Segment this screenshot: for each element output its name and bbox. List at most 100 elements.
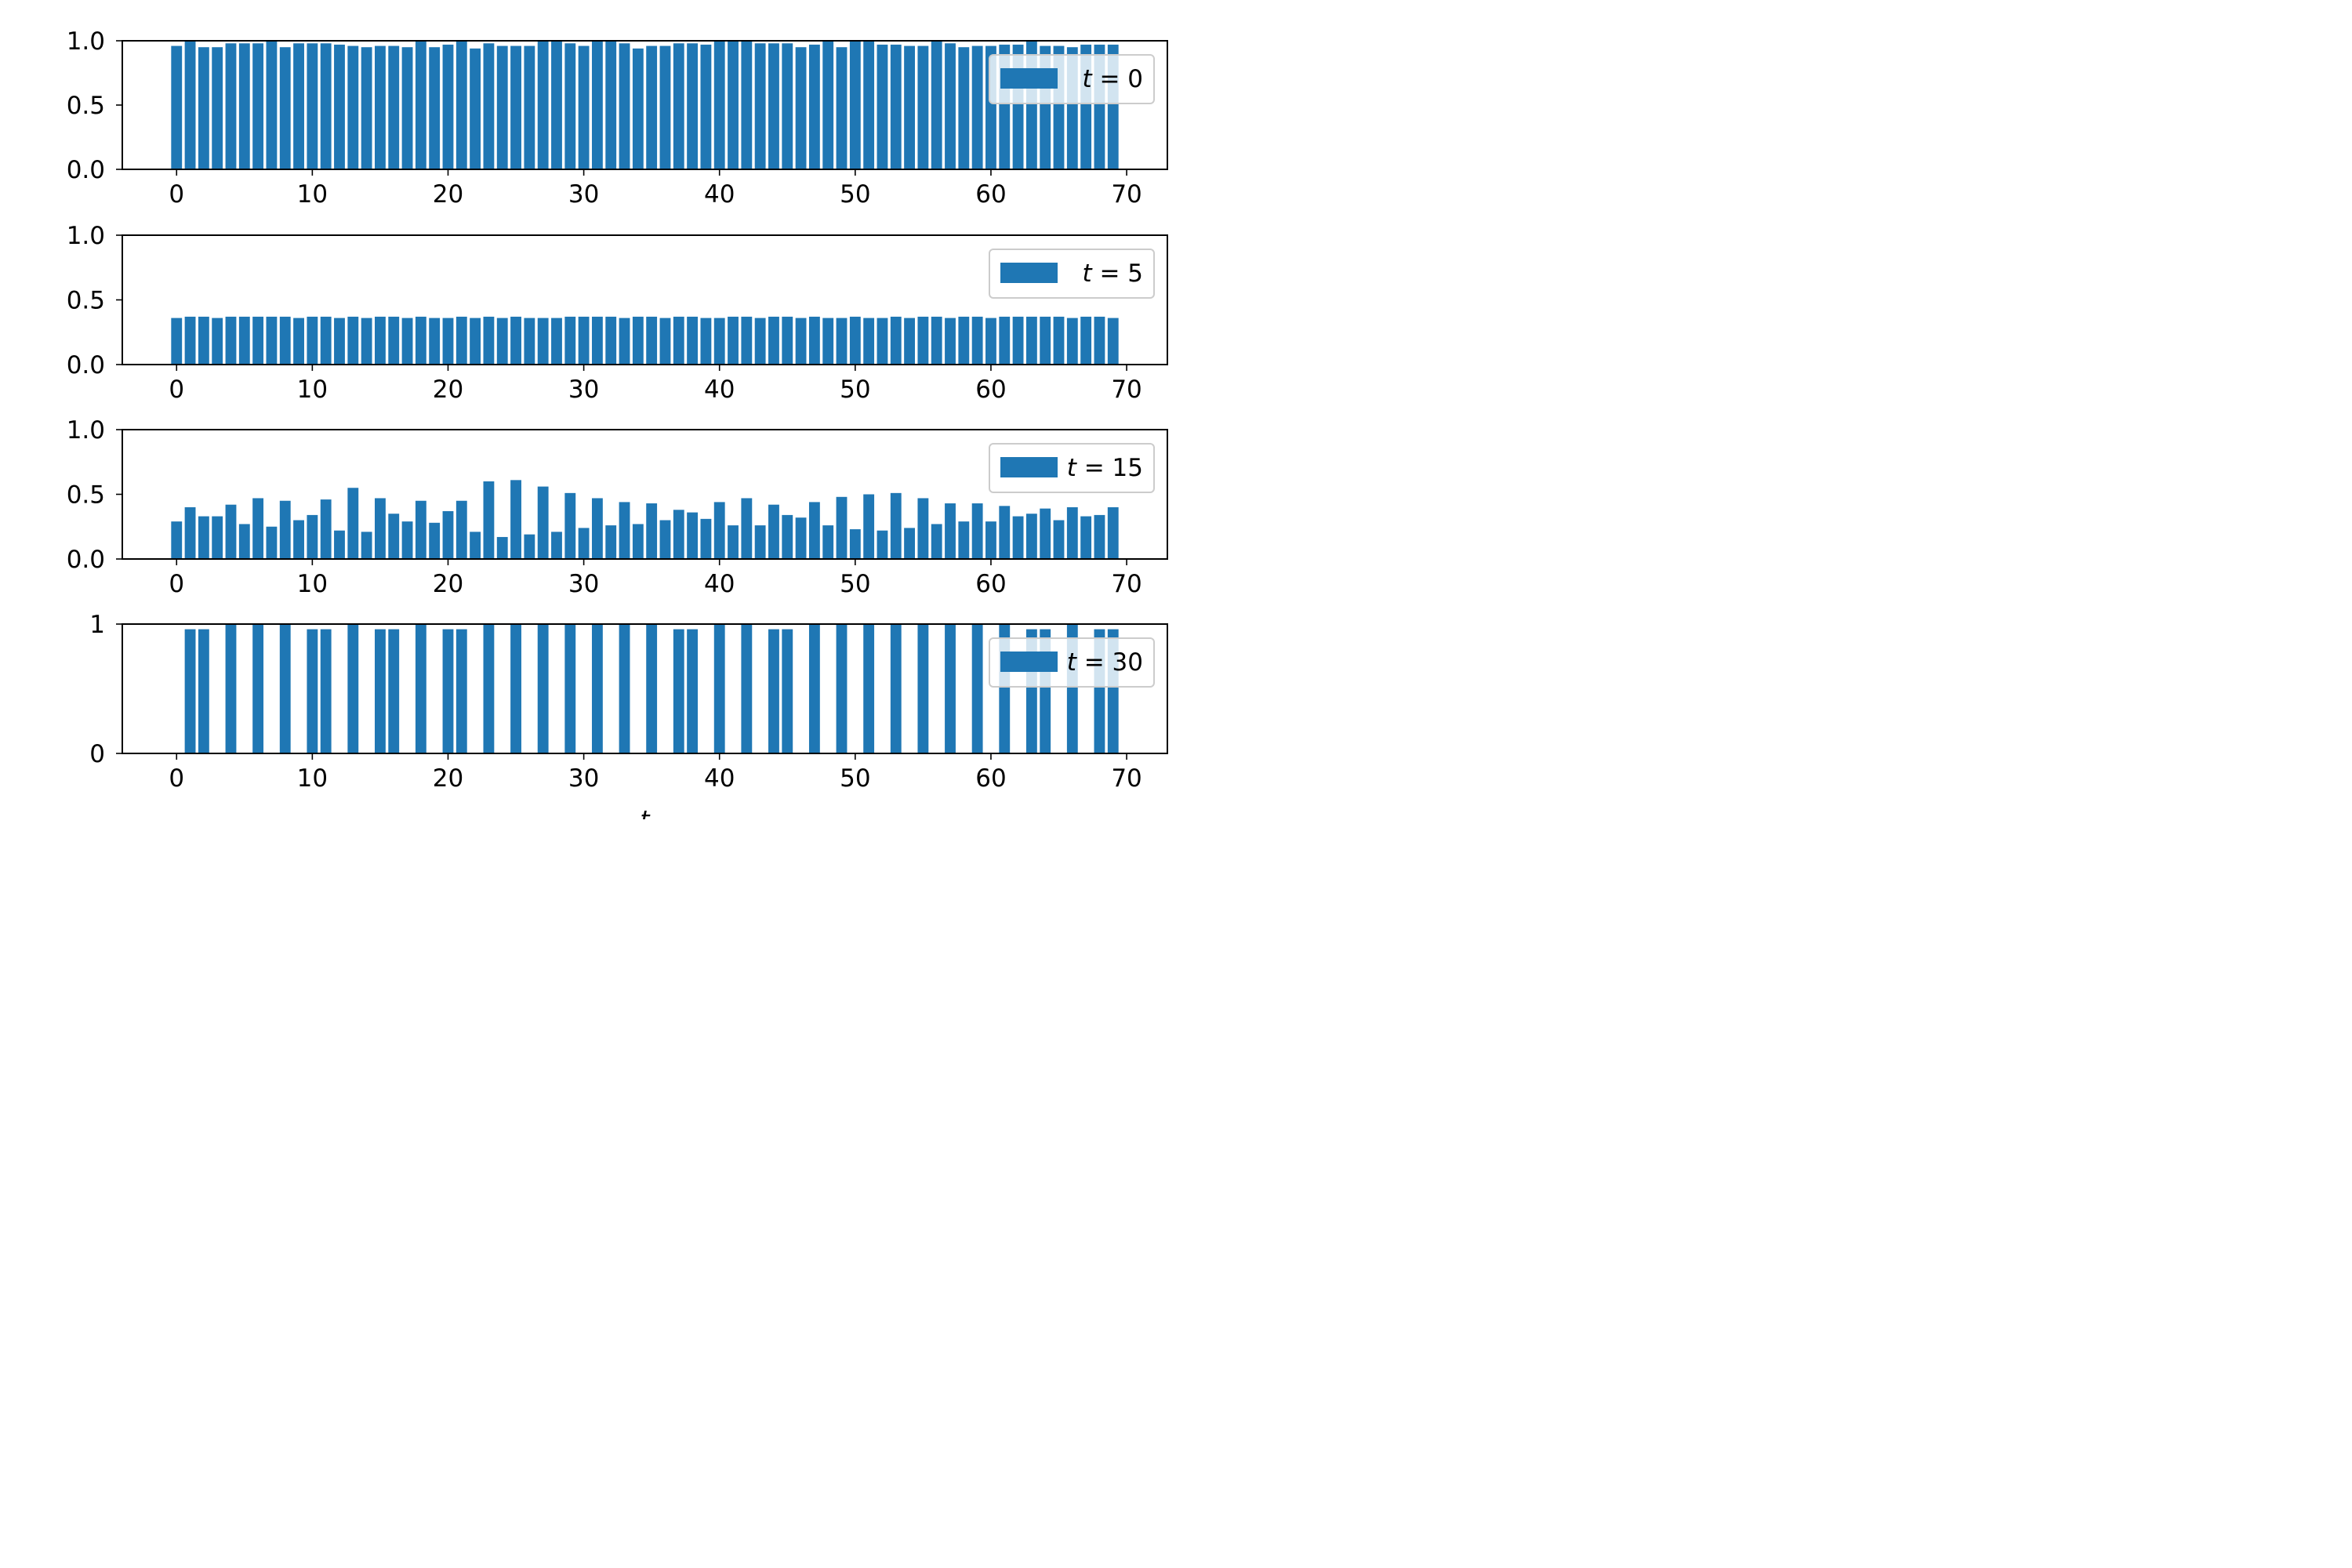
bar: [808, 44, 820, 169]
bar: [347, 45, 359, 170]
bar: [619, 318, 630, 365]
x-tick-label: 60: [975, 570, 1006, 598]
y-tick-label: 0.5: [67, 92, 105, 120]
bar: [496, 318, 508, 365]
bar: [836, 624, 848, 753]
bar: [619, 502, 630, 559]
bar: [429, 522, 441, 559]
bar: [782, 316, 793, 365]
bar: [252, 43, 264, 169]
y-tick-label: 1.0: [67, 27, 105, 56]
bar: [1080, 316, 1092, 365]
x-tick-label: 20: [433, 376, 463, 404]
bar: [361, 318, 372, 365]
legend: t = 5: [989, 249, 1155, 299]
bar: [591, 498, 603, 559]
bar: [320, 629, 332, 753]
bar: [429, 318, 441, 365]
bar: [347, 624, 359, 753]
bar: [334, 318, 345, 365]
x-tick-label: 30: [568, 180, 599, 209]
bar: [198, 516, 209, 559]
x-tick-label: 10: [297, 180, 328, 209]
bar: [347, 488, 359, 559]
x-tick-label: 0: [169, 376, 184, 404]
bar: [279, 624, 291, 753]
bar: [713, 624, 725, 753]
bar: [632, 316, 644, 365]
bar: [212, 47, 223, 170]
bar: [673, 316, 684, 365]
bar: [456, 41, 467, 169]
bar: [184, 316, 196, 365]
bar: [700, 44, 712, 169]
bar: [252, 498, 264, 559]
bar: [564, 43, 576, 169]
bar: [293, 43, 304, 169]
bar: [1107, 318, 1119, 365]
y-tick-label: 1: [89, 611, 105, 639]
bar: [836, 496, 848, 559]
bar: [659, 45, 671, 170]
bar: [198, 316, 209, 365]
bar: [184, 629, 196, 753]
legend-label: t = 5: [1082, 260, 1143, 288]
bar: [470, 532, 481, 559]
bar: [646, 316, 658, 365]
x-tick-label: 0: [169, 764, 184, 793]
bar: [917, 498, 929, 559]
legend-swatch: [1000, 68, 1058, 89]
bar: [238, 43, 250, 169]
bar: [401, 318, 413, 365]
bar: [890, 44, 902, 169]
bar: [1012, 516, 1024, 559]
bar: [877, 530, 888, 559]
y-tick-label: 1.0: [67, 416, 105, 445]
y-tick-label: 0.0: [67, 546, 105, 574]
x-tick-label: 60: [975, 180, 1006, 209]
bar: [347, 316, 359, 365]
bar: [415, 41, 426, 169]
legend-box: [989, 54, 1155, 104]
bar: [728, 41, 739, 169]
legend-label: t = 30: [1067, 648, 1143, 677]
bar: [768, 43, 779, 169]
bar: [456, 500, 467, 559]
bar: [252, 624, 264, 753]
bar: [225, 43, 237, 169]
bar: [687, 316, 699, 365]
x-tick-label: 20: [433, 180, 463, 209]
bar: [822, 318, 834, 365]
bar: [971, 316, 983, 365]
x-tick-label: 30: [568, 376, 599, 404]
bar: [524, 318, 535, 365]
bar: [442, 318, 454, 365]
bar: [307, 316, 318, 365]
bar: [442, 510, 454, 559]
bar: [863, 41, 875, 169]
bar: [890, 624, 902, 753]
y-tick-label: 0.0: [67, 351, 105, 379]
bar: [822, 525, 834, 559]
bar: [605, 525, 617, 559]
bar: [442, 629, 454, 753]
bar: [904, 45, 915, 170]
bar: [836, 47, 848, 170]
bar: [754, 318, 766, 365]
bar: [510, 316, 521, 365]
legend: t = 0: [989, 54, 1155, 104]
bar: [212, 516, 223, 559]
bar: [782, 43, 793, 169]
bar: [279, 316, 291, 365]
x-tick-label: 40: [704, 570, 735, 598]
bar: [375, 629, 386, 753]
bar: [279, 47, 291, 170]
x-tick-label: 60: [975, 764, 1006, 793]
bar: [728, 525, 739, 559]
bar: [945, 318, 956, 365]
x-tick-label: 60: [975, 376, 1006, 404]
bar: [537, 41, 549, 169]
bar: [564, 492, 576, 559]
bar: [266, 316, 278, 365]
x-tick-label: 0: [169, 570, 184, 598]
